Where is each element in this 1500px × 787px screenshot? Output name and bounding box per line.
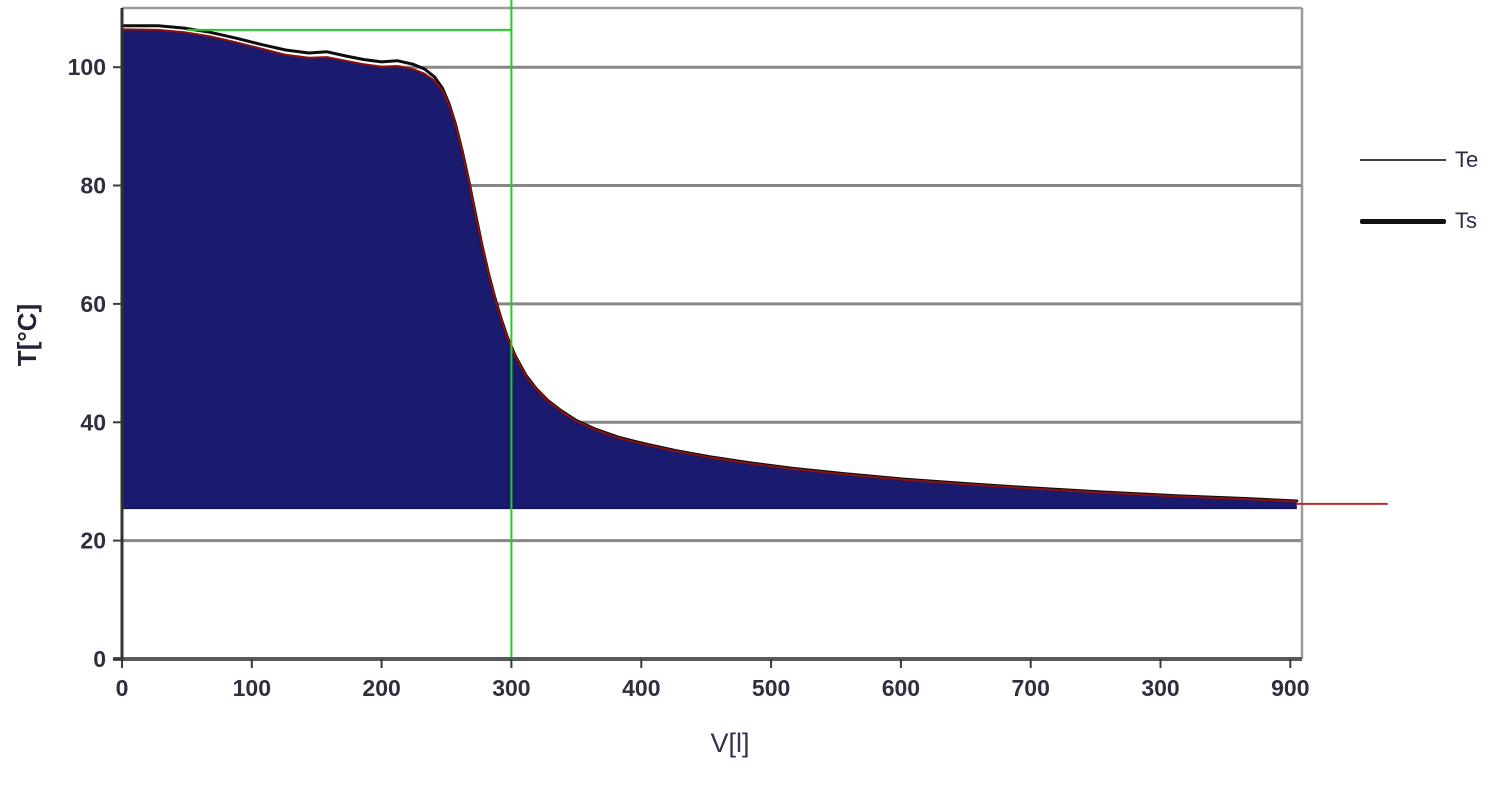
temperature-area-fill [122, 29, 1297, 509]
y-tick-label-80: 80 [80, 173, 106, 199]
legend: Te Ts [1360, 146, 1478, 235]
x-tick-label-800: 300 [1141, 675, 1179, 701]
x-tick-label-400: 400 [622, 675, 660, 701]
x-axis-title: V[l] [710, 728, 750, 758]
legend-line-ts [1360, 218, 1446, 224]
y-tick-label-60: 60 [80, 291, 106, 317]
legend-label-te: Te [1455, 147, 1479, 172]
y-tick-label-20: 20 [80, 528, 106, 554]
legend-label-ts: Ts [1455, 208, 1477, 233]
x-tick-label-900: 900 [1271, 675, 1309, 701]
te-curve [121, 28, 1298, 503]
x-tick-label-0: 0 [116, 675, 129, 701]
legend-line-te [1360, 159, 1446, 161]
y-tick-label-100: 100 [68, 54, 106, 80]
x-tick-label-300: 300 [492, 675, 530, 701]
legend-item-te: Te [1360, 146, 1478, 174]
x-tick-label-600: 600 [882, 675, 920, 701]
legend-item-ts: Ts [1360, 207, 1478, 235]
y-tick-label-40: 40 [80, 409, 106, 435]
x-tick-label-500: 500 [752, 675, 790, 701]
x-tick-label-700: 700 [1012, 675, 1050, 701]
x-tick-label-200: 200 [362, 675, 400, 701]
y-tick-label-0: 0 [93, 646, 106, 672]
y-axis-title: T[°C] [12, 303, 42, 367]
x-tick-label-100: 100 [233, 675, 271, 701]
